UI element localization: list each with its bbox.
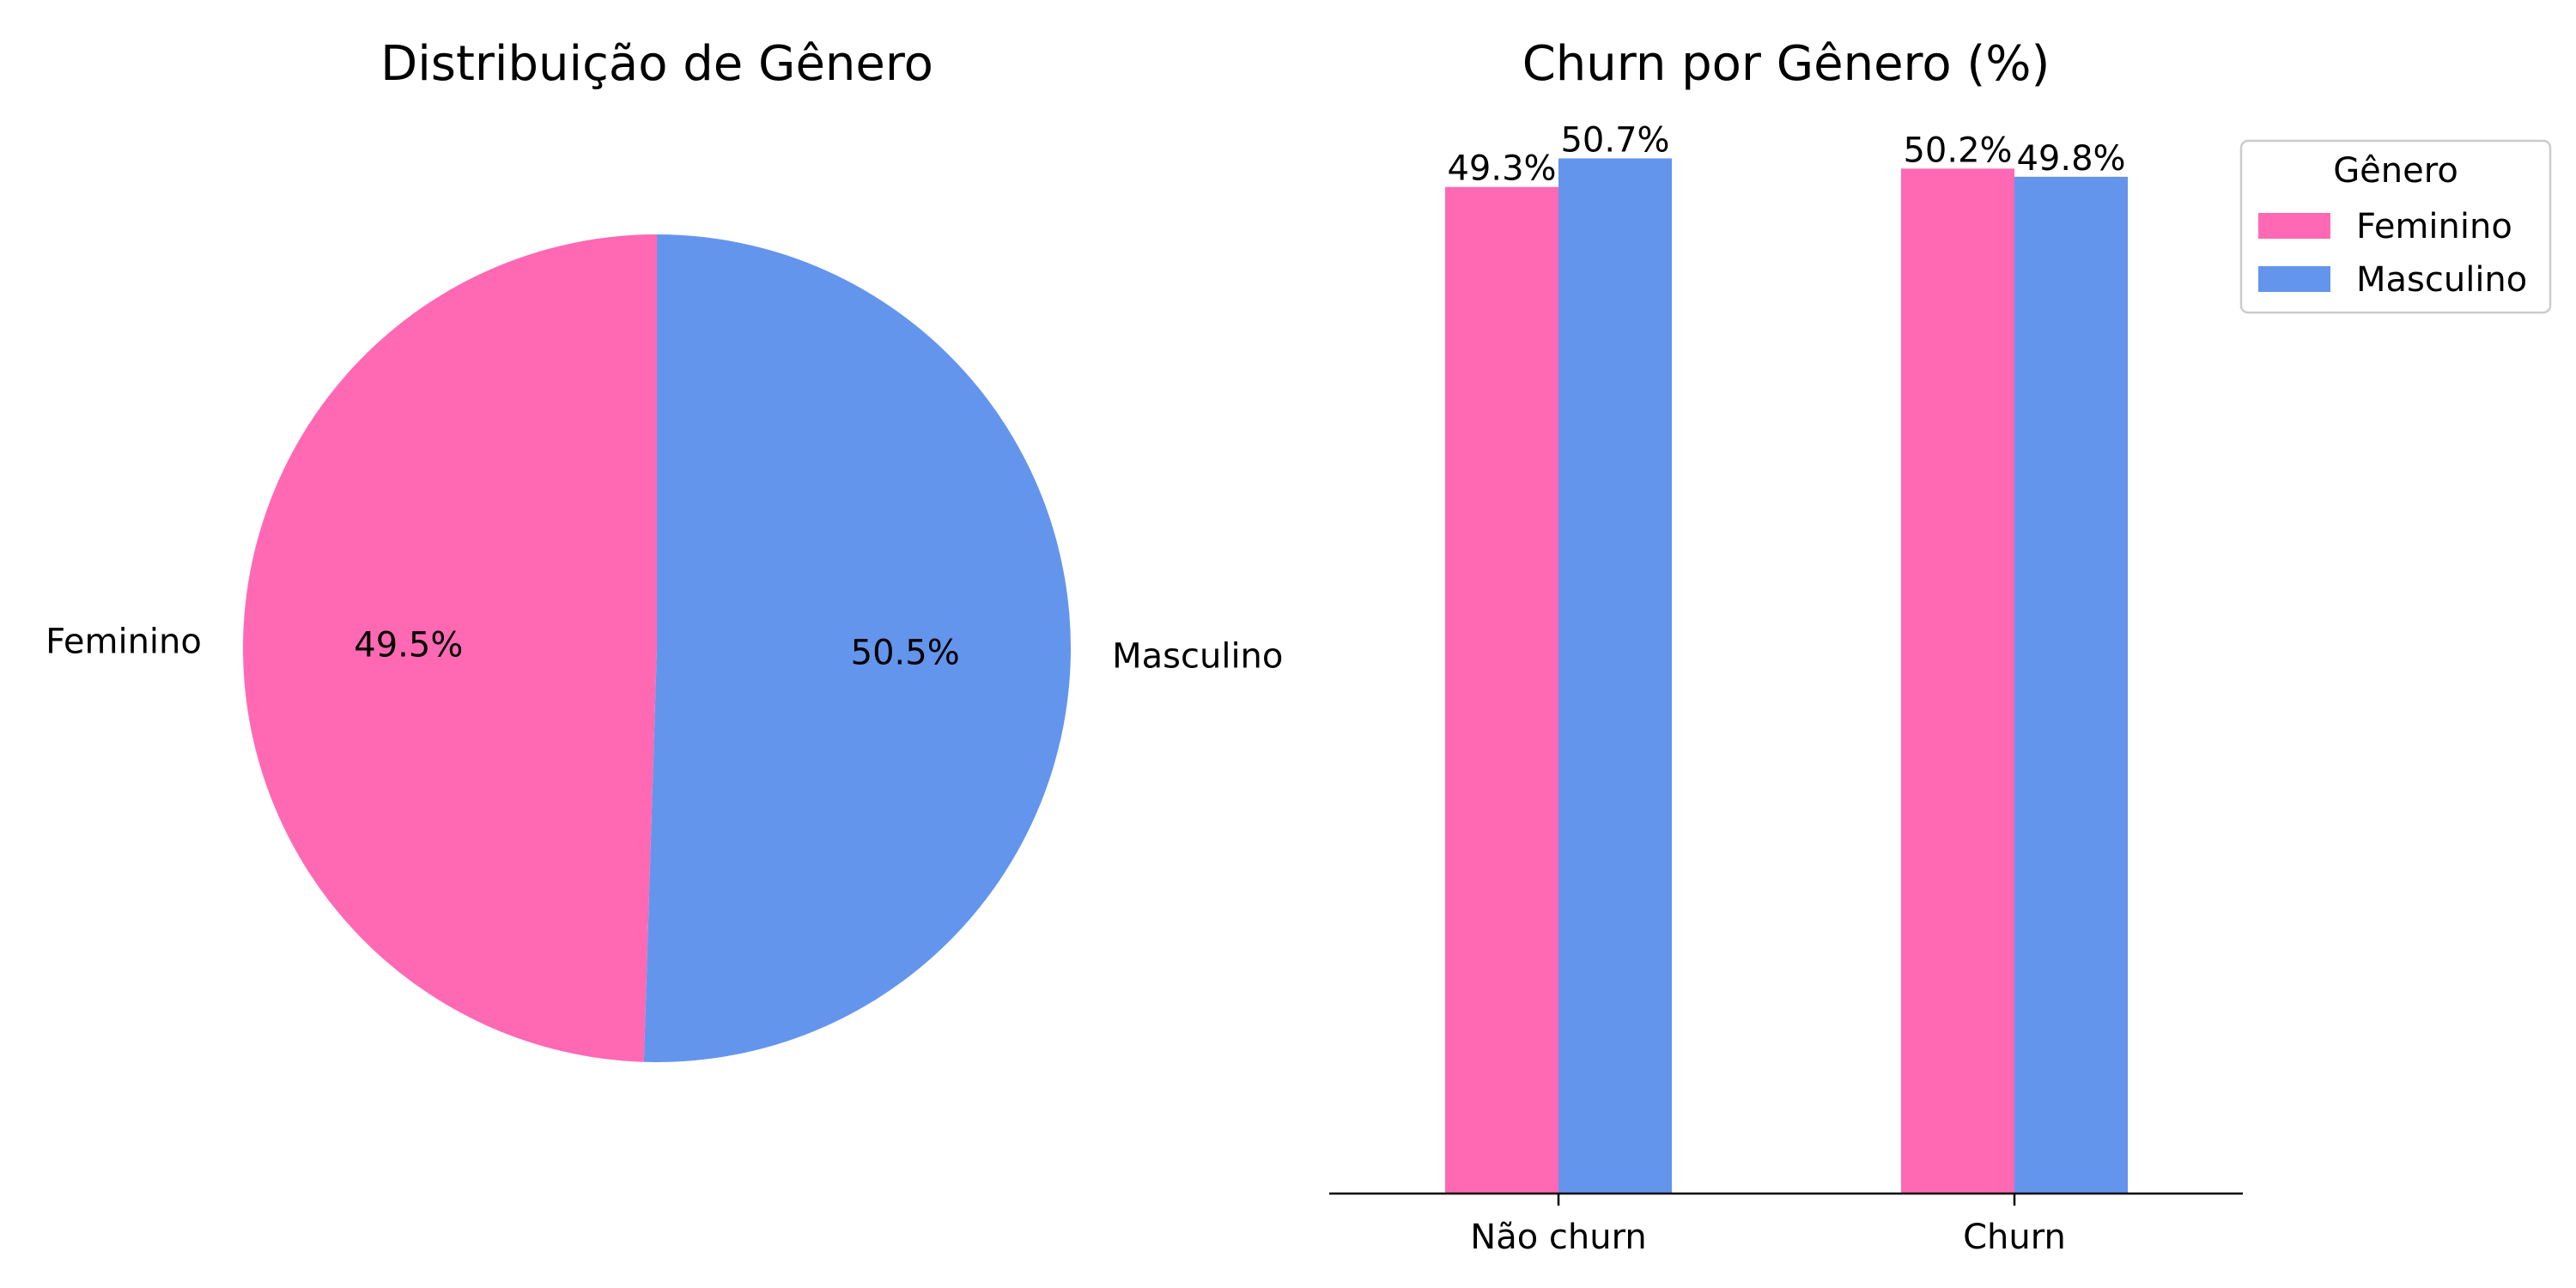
bar-value-labels: 49.3%50.7% 50.2% 49.8%	[1447, 120, 2125, 188]
pie-label-masculino: Masculino	[1112, 636, 1283, 676]
x-axis-ticks: Não churn Churn	[1470, 1194, 2066, 1257]
pie-pct-masculino: 50.5%	[851, 634, 960, 673]
pie-title: Distribuição de Gênero	[380, 36, 933, 92]
bar-marks	[1445, 158, 2128, 1194]
legend-label-masculino: Masculino	[2356, 260, 2527, 300]
x-tick-label-churn: Churn	[1963, 1218, 2066, 1257]
pie-pct-feminino: 49.5%	[354, 625, 463, 665]
bar-churn-masculino	[2014, 176, 2128, 1194]
pie-slices	[242, 234, 1071, 1062]
bar-label-nao-churn-masculino: 50.7%	[1560, 120, 1669, 160]
legend-swatch-masculino	[2258, 266, 2330, 292]
bar-title: Churn por Gênero (%)	[1522, 36, 2050, 92]
bar-churn-feminino	[1901, 168, 2014, 1194]
bar-label-churn-feminino: 50.2%	[1903, 131, 2012, 170]
pie-slice-masculino	[643, 234, 1071, 1062]
legend-label-feminino: Feminino	[2356, 207, 2512, 246]
x-tick-label-nao-churn: Não churn	[1470, 1218, 1646, 1257]
pie-label-feminino: Feminino	[46, 623, 202, 662]
legend-swatch-feminino	[2258, 213, 2330, 239]
legend: Gênero Feminino Masculino	[2239, 139, 2552, 314]
pie-texts: Feminino 49.5% Masculino 50.5%	[46, 623, 1283, 677]
bar-label-churn-masculino: 49.8%	[2016, 139, 2125, 179]
legend-title: Gênero	[2333, 151, 2458, 191]
bar-nao-churn-feminino	[1445, 186, 1558, 1194]
bar-chart: Churn por Gênero (%) Não churn Churn 49.3…	[1329, 36, 2552, 1257]
pie-slice-feminino	[242, 234, 657, 1062]
bar-nao-churn-masculino	[1558, 158, 1672, 1194]
bar-label-nao-churn-feminino: 49.3%	[1447, 149, 1556, 189]
pie-chart: Distribuição de Gênero Feminino 49.5% Masc…	[46, 36, 1283, 1062]
